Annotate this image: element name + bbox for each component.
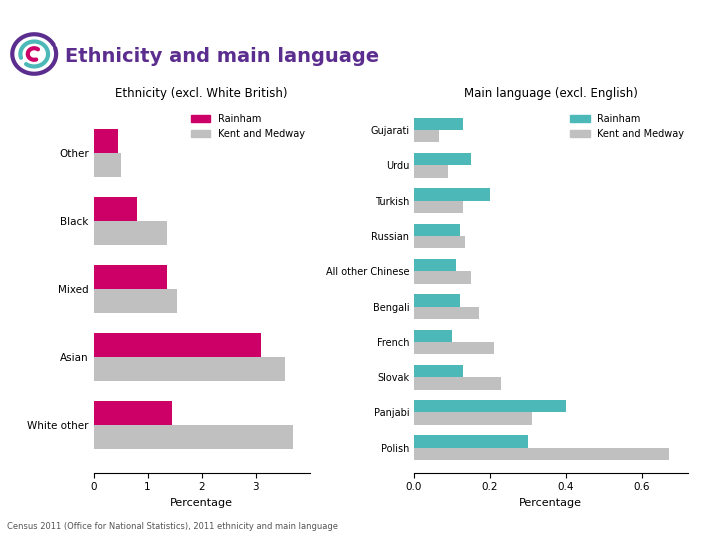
Bar	[414, 130, 438, 143]
Bar	[94, 401, 172, 425]
Bar	[414, 294, 459, 307]
Bar	[94, 357, 285, 381]
Bar	[94, 289, 177, 313]
Bar	[414, 236, 465, 248]
Text: Ethnicity and main language: Ethnicity and main language	[65, 47, 379, 66]
Bar	[414, 377, 501, 389]
Bar	[414, 448, 669, 460]
Bar	[414, 224, 459, 236]
Bar	[414, 188, 490, 201]
Bar	[414, 307, 479, 319]
Bar	[414, 201, 464, 213]
Bar	[414, 400, 566, 413]
Legend: Rainham, Kent and Medway: Rainham, Kent and Medway	[187, 110, 309, 143]
Bar	[414, 165, 448, 178]
Legend: Rainham, Kent and Medway: Rainham, Kent and Medway	[566, 110, 688, 143]
Bar	[94, 333, 261, 357]
Text: Census 2011 (Office for National Statistics), 2011 ethnicity and main language: Census 2011 (Office for National Statist…	[7, 522, 338, 531]
Text: 16: 16	[6, 7, 22, 17]
X-axis label: Percentage: Percentage	[519, 498, 582, 508]
Bar	[414, 365, 464, 377]
Title: Ethnicity (excl. White British): Ethnicity (excl. White British)	[115, 87, 288, 100]
Bar	[414, 271, 471, 284]
Bar	[414, 413, 532, 425]
Bar	[414, 342, 494, 354]
Bar	[94, 197, 137, 221]
Bar	[414, 329, 452, 342]
X-axis label: Percentage: Percentage	[170, 498, 233, 508]
Bar	[414, 118, 464, 130]
Bar	[414, 153, 471, 165]
Bar	[414, 435, 528, 448]
Bar	[414, 259, 456, 271]
Bar	[94, 265, 166, 289]
Title: Main language (excl. English): Main language (excl. English)	[464, 87, 638, 100]
Bar	[94, 425, 294, 449]
Bar	[94, 153, 121, 177]
Bar	[94, 221, 166, 245]
Bar	[94, 129, 118, 153]
